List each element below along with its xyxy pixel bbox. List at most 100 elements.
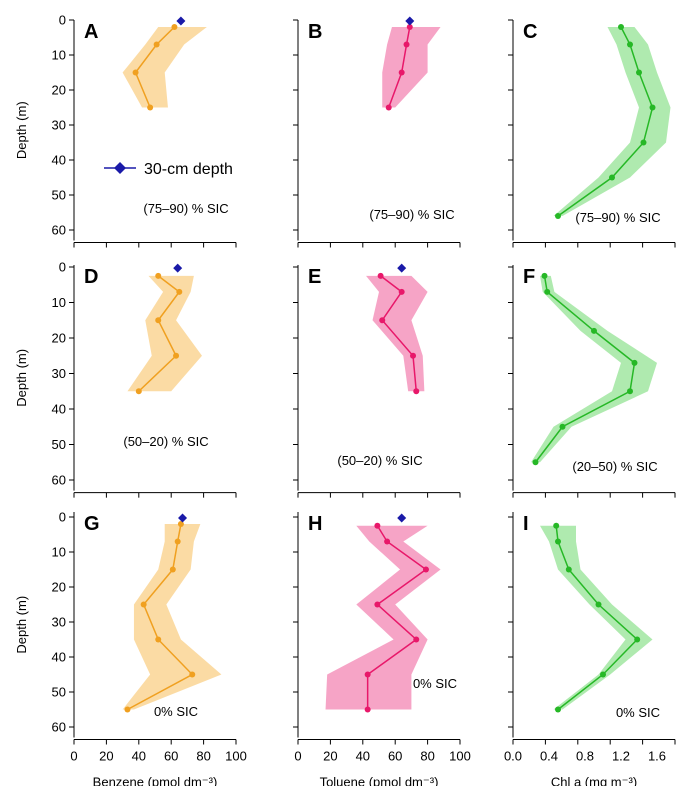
data-point xyxy=(374,601,381,608)
data-point xyxy=(555,538,561,545)
panel-letter: G xyxy=(84,513,100,535)
data-point xyxy=(140,601,147,608)
profile-line xyxy=(134,26,175,108)
data-point xyxy=(398,69,405,76)
data-point xyxy=(640,139,647,146)
data-point xyxy=(553,522,560,529)
sic-annotation: (75–90) % SIC xyxy=(575,210,660,225)
sic-annotation: 0% SIC xyxy=(154,704,198,719)
x-tick-label: 1.6 xyxy=(648,749,666,764)
panel-g: 0 10 20 30 40 50 60 Depth (m) 0 20 40 60 80 100 Benzen… xyxy=(14,510,247,786)
data-point xyxy=(544,288,551,295)
x-tick-label: 60 xyxy=(388,749,402,764)
y-tick-label: 20 xyxy=(52,580,66,595)
marker-30cm-diamond xyxy=(405,16,415,26)
marker-30cm-diamond xyxy=(173,263,183,273)
data-point xyxy=(379,317,386,324)
x-axis-label: Toluene (pmol dm⁻³) xyxy=(320,775,439,786)
panel-letter: D xyxy=(84,266,98,288)
data-point xyxy=(636,69,642,76)
data-point xyxy=(173,352,180,359)
y-tick-label: 60 xyxy=(52,223,66,238)
data-point xyxy=(384,538,391,545)
y-tick-label: 30 xyxy=(52,118,66,133)
panels-group: 0 10 20 30 40 50 60 Depth (m) A (75–90) % SIC B (75… xyxy=(14,13,676,786)
data-point xyxy=(364,671,371,678)
x-tick-label: 0 xyxy=(70,749,77,764)
x-tick-label: 80 xyxy=(420,749,434,764)
data-point xyxy=(189,671,196,678)
x-tick-label: 0.0 xyxy=(504,749,522,764)
data-point xyxy=(153,41,160,48)
data-point xyxy=(135,388,142,395)
data-point xyxy=(147,104,154,111)
data-point xyxy=(595,601,602,608)
x-tick-label: 100 xyxy=(449,749,471,764)
x-tick-label: 0 xyxy=(294,749,301,764)
data-point xyxy=(627,41,633,48)
profile-line xyxy=(388,26,411,108)
data-point xyxy=(559,423,566,430)
y-tick-label: 50 xyxy=(52,188,66,203)
x-tick-label: 60 xyxy=(164,749,178,764)
data-point xyxy=(169,566,176,573)
legend-diamond-marker xyxy=(114,162,126,174)
y-tick-label: 60 xyxy=(52,720,66,735)
panel-letter: C xyxy=(523,21,537,43)
range-band xyxy=(553,27,671,216)
marker-30cm-diamond xyxy=(397,263,407,273)
range-band xyxy=(531,275,657,463)
x-axis-label: Benzene (pmol dm⁻³) xyxy=(93,775,218,786)
y-tick-label: 10 xyxy=(52,545,66,560)
data-point xyxy=(413,636,420,643)
data-point xyxy=(124,706,131,713)
range-band xyxy=(382,27,441,108)
marker-30cm-diamond xyxy=(178,513,188,523)
data-point xyxy=(374,522,381,529)
data-point xyxy=(174,538,181,545)
data-point xyxy=(422,566,429,573)
range-band xyxy=(325,525,441,710)
x-tick-label: 20 xyxy=(99,749,113,764)
panel-a: 0 10 20 30 40 50 60 Depth (m) A (75–90) % SIC xyxy=(14,13,237,248)
data-point xyxy=(403,41,410,48)
y-tick-label: 40 xyxy=(52,153,66,168)
sic-annotation: (75–90) % SIC xyxy=(369,207,454,222)
y-tick-label: 50 xyxy=(52,685,66,700)
x-tick-label: 1.2 xyxy=(612,749,630,764)
data-point xyxy=(364,706,371,713)
panel-b: B (75–90) % SIC xyxy=(293,16,461,248)
range-band xyxy=(122,524,222,710)
y-tick-label: 10 xyxy=(52,295,66,310)
data-point xyxy=(155,317,162,324)
x-tick-label: 100 xyxy=(225,749,247,764)
panel-letter: H xyxy=(308,513,322,535)
y-tick-label: 40 xyxy=(52,650,66,665)
data-point xyxy=(634,636,641,643)
data-point xyxy=(398,288,405,295)
panel-f: F (20–50) % SIC xyxy=(508,265,676,498)
panel-e: E (50–20) % SIC xyxy=(293,263,461,498)
panel-letter: B xyxy=(308,21,322,43)
data-point xyxy=(410,352,417,359)
data-point xyxy=(377,272,384,279)
panel-h: 0 20 40 60 80 100 Toluene (pmol dm⁻³) H 0% SIC xyxy=(293,512,471,786)
y-tick-label: 20 xyxy=(52,83,66,98)
data-point xyxy=(532,459,539,466)
panel-d: 0 10 20 30 40 50 60 Depth (m) D (50–20) % SIC xyxy=(14,260,237,498)
y-tick-label: 30 xyxy=(52,366,66,381)
panel-letter: E xyxy=(308,266,321,288)
marker-30cm-diamond xyxy=(397,513,407,523)
sic-annotation: 0% SIC xyxy=(413,676,457,691)
x-axis-label: Chl a (mg m⁻³) xyxy=(551,775,637,786)
y-axis-label: Depth (m) xyxy=(14,101,29,159)
panel-i: 0.0 0.4 0.8 1.2 1.6 Chl a (mg m⁻³) I 0% SIC xyxy=(504,512,676,786)
y-axis-label: Depth (m) xyxy=(14,596,29,654)
data-point xyxy=(555,213,561,219)
y-tick-label: 40 xyxy=(52,402,66,417)
legend: 30-cm depth xyxy=(104,161,233,178)
data-point xyxy=(555,706,561,713)
data-point xyxy=(406,24,413,30)
y-tick-label: 30 xyxy=(52,615,66,630)
